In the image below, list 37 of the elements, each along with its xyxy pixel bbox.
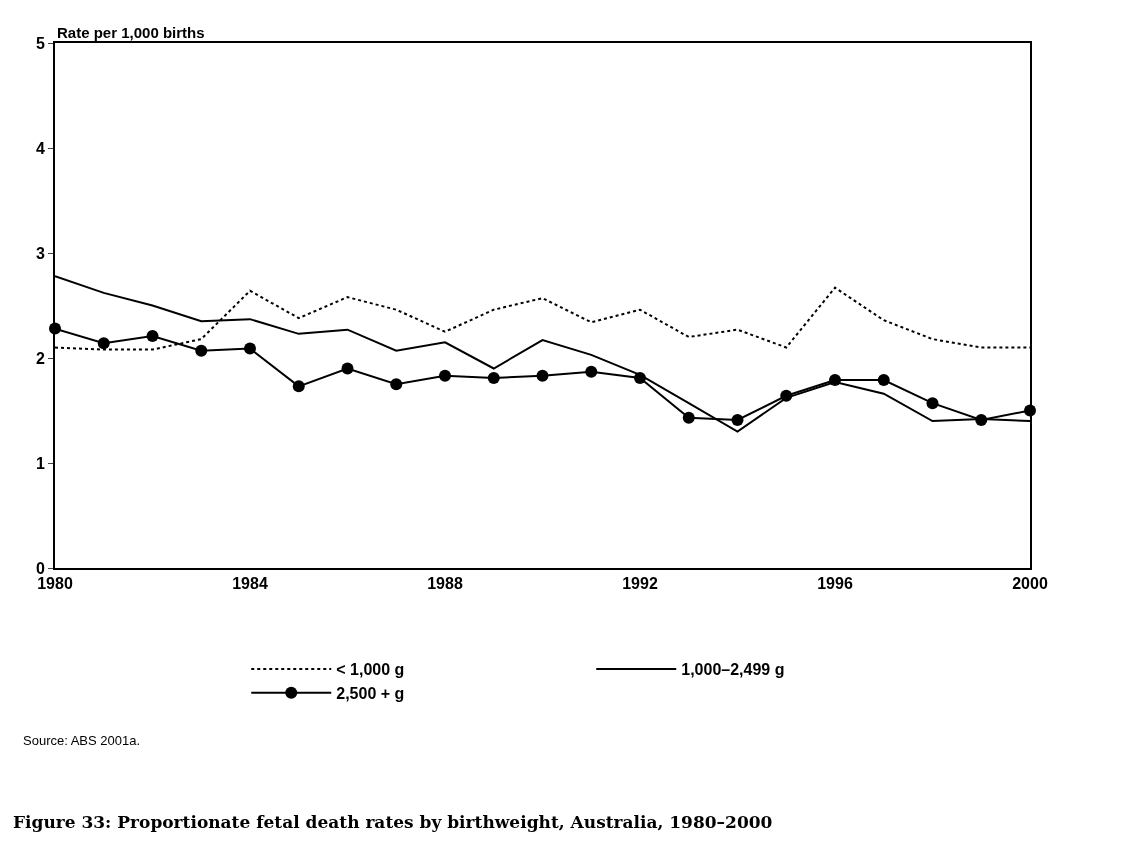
y-tick-label: 4 [35,139,45,157]
point [877,374,890,387]
point [536,369,549,382]
point [244,342,256,355]
y-tick-label: 2 [35,349,45,367]
x-tick-label: 1988 [427,575,463,593]
point [926,397,939,410]
point [585,365,598,378]
legend-label: 2,500 + g [336,684,405,702]
source-note: Source: ABS 2001a. [23,733,141,748]
legend-label: 1,000–2,499 g [681,661,785,679]
x-tick-label: 1992 [622,575,658,593]
x-tick-label: 1996 [817,575,853,593]
point [975,413,988,426]
point [195,344,208,357]
point [292,380,305,393]
point [487,371,500,384]
point [390,378,403,391]
point [780,389,793,402]
y-tick-label: 0 [35,559,45,577]
point [634,371,646,384]
point [731,413,744,426]
y-tick-label: 5 [35,34,45,52]
point [439,369,451,382]
x-tick-label: 1980 [37,575,73,593]
point [97,337,110,350]
point [682,411,695,424]
y-axis-title: Rate per 1,000 births [57,24,205,41]
y-tick-label: 3 [35,244,45,262]
x-tick-label: 2000 [1012,575,1048,593]
point [146,329,159,342]
legend-label: < 1,000 g [336,661,405,679]
text: Figure 33: Proportionate fetal death rates by birthweight, Australia, 1980–2000 [13,812,773,832]
point [829,374,841,387]
x-tick-label: 1984 [232,575,268,593]
y-tick-label: 1 [35,454,45,472]
point [341,362,354,375]
